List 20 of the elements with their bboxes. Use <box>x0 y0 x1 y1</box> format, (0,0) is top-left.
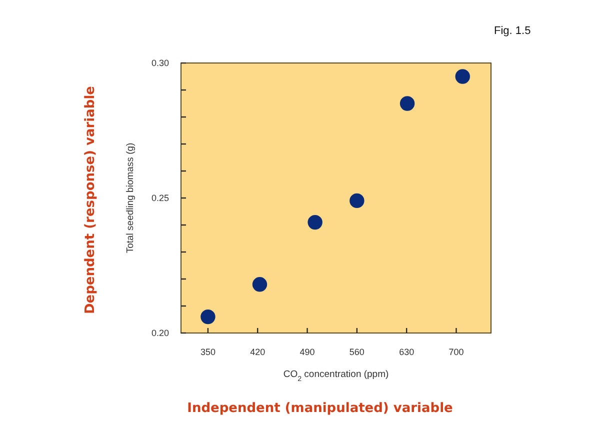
point <box>308 214 322 230</box>
x-tick-label: 630 <box>399 347 414 357</box>
y-tick-label: 0.25 <box>151 193 169 204</box>
x-axis-title: CO$_{2}$ concentration (ppm) <box>283 369 389 383</box>
x-tick-label: 350 <box>200 347 216 357</box>
point <box>252 277 268 292</box>
point <box>350 193 364 208</box>
point <box>400 96 415 111</box>
x-tick-label: 490 <box>300 347 315 357</box>
text: Dependent (response) variable <box>83 86 98 314</box>
text: Independent (manipulated) variable <box>187 401 454 416</box>
point <box>455 69 470 84</box>
caption: Fig. 1.5 <box>494 25 531 37</box>
y-tick-label: 0.30 <box>151 58 169 68</box>
point <box>200 309 216 324</box>
x-tick-label: 700 <box>448 347 464 357</box>
y-tick-label: 0.20 <box>151 328 169 338</box>
y-axis-title: Total seedling biomass (g) <box>125 142 136 254</box>
x-tick-label: 560 <box>349 347 364 357</box>
x-tick-label: 420 <box>250 347 266 357</box>
